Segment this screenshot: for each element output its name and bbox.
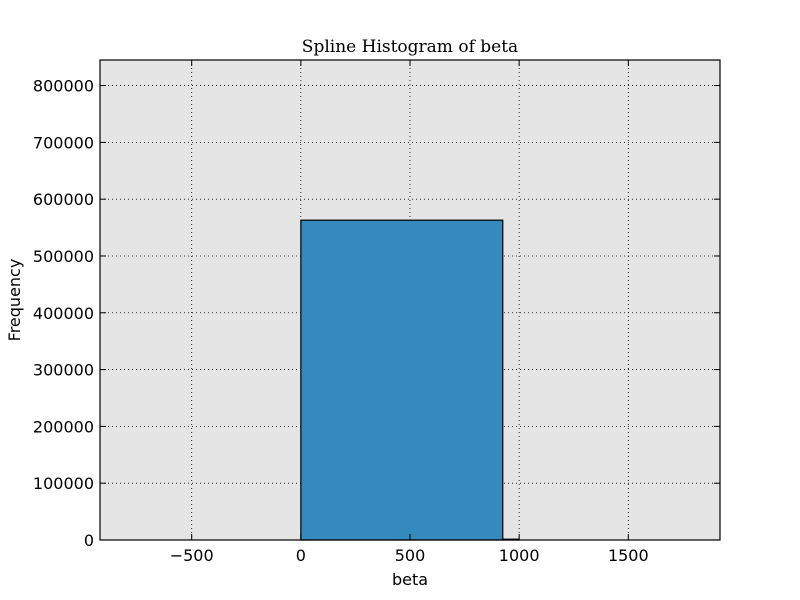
x-axis-label: beta: [392, 570, 428, 589]
y-tick-label: 200000: [33, 417, 94, 436]
y-axis-label: Frequency: [5, 259, 24, 342]
bars: [300, 219, 520, 541]
x-tick-label: 1000: [499, 546, 540, 565]
y-tick-label: 600000: [33, 190, 94, 209]
x-tick-label: 0: [296, 546, 306, 565]
x-axis-ticks: −500 0 500 1000 1500: [170, 60, 649, 565]
y-tick-label: 500000: [33, 247, 94, 266]
x-tick-label: 1500: [608, 546, 649, 565]
y-tick-label: 700000: [33, 133, 94, 152]
y-tick-label: 100000: [33, 474, 94, 493]
histogram-bar: [300, 219, 504, 541]
y-tick-label: 400000: [33, 304, 94, 323]
chart-title: Spline Histogram of beta: [302, 37, 518, 57]
x-tick-label: 500: [395, 546, 426, 565]
y-tick-label: 300000: [33, 361, 94, 380]
x-tick-label: −500: [170, 546, 214, 565]
y-tick-label: 0: [84, 531, 94, 550]
y-tick-label: 800000: [33, 77, 94, 96]
y-axis-ticks: 0 100000 200000 300000 400000 500000 600000 700…: [33, 77, 720, 550]
